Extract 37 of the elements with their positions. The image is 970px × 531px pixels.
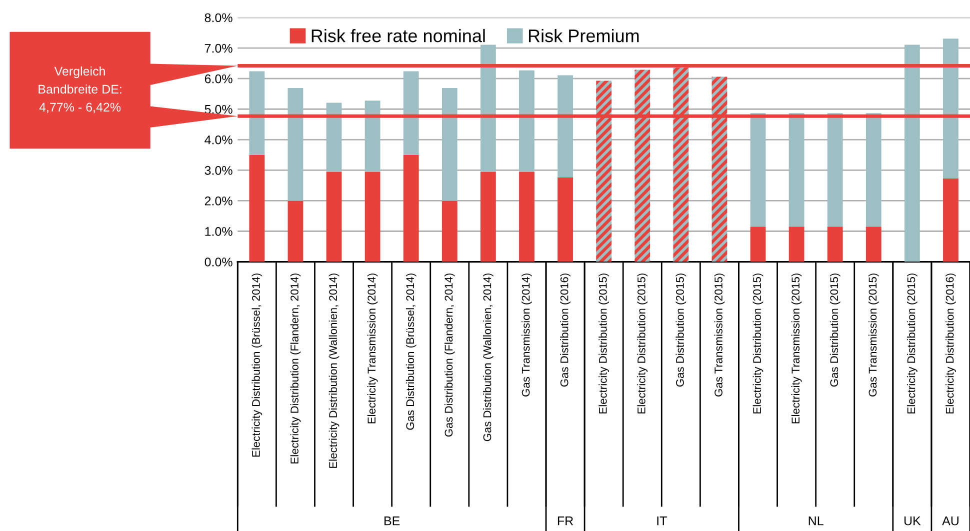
x-tick-label: Gas Distribution (2016) (560, 274, 570, 387)
text: BE (384, 516, 400, 526)
y-tick-label: 1.0% (205, 227, 232, 236)
x-tick-label: Electricity Distribution (2015) (752, 274, 764, 414)
x-tick-label: Electricity Distribution (2015) (637, 274, 648, 414)
x-tick-label: Gas Distribution (Brüssel, 2014) (406, 274, 416, 430)
x-tick-label: Gas Transmission (2015) (714, 274, 725, 396)
x-tick-label: Gas Distribution (Flandern, 2014) (444, 274, 455, 437)
text: NL (808, 516, 824, 526)
x-tick-label: Electricity Distribution (2015) (907, 274, 918, 414)
text: Vergleich Bandbreite DE: 4,77% - 6,42% (38, 66, 122, 114)
text: IT (657, 516, 667, 526)
text: AU (942, 516, 958, 526)
x-tick-label: Electricity Distribution (2015) (598, 274, 610, 414)
text: FR (558, 516, 574, 526)
x-tick-label: Electricity Transmission (2015) (791, 274, 802, 424)
x-tick-label: Gas Transmission (2014) (522, 274, 532, 396)
y-tick-label: 4.0% (204, 135, 232, 144)
x-tick-label: Gas Distribution (2015) (676, 274, 686, 387)
x-tick-label: Electricity Distribution (Brüssel, 2014) (252, 274, 262, 457)
x-tick-label: Electricity Distribution (Flandern, 2014) (290, 274, 301, 464)
x-tick-label: Gas Distribution (Wallonien, 2014) (483, 274, 494, 442)
x-tick-label: Gas Distribution (2015) (830, 274, 840, 387)
y-tick-label: 2.0% (204, 196, 232, 206)
x-tick-label: Electricity Transmission (2014) (367, 274, 378, 424)
y-tick-label: 6.0% (204, 74, 232, 84)
y-tick-label: 5.0% (204, 104, 232, 114)
x-tick-label: Gas Transmission (2015) (868, 274, 879, 396)
y-tick-label: 3.0% (204, 166, 232, 175)
y-tick-label: 8.0% (204, 13, 232, 22)
x-tick-label: Electricity Distribution (2016) (946, 274, 956, 414)
x-tick-label: Electricity Distribution (Wallonien, 2014) (328, 274, 340, 468)
text: UK (904, 516, 921, 526)
legend-label: Risk Premium (528, 28, 639, 42)
legend-label: Risk free rate nominal (312, 28, 485, 42)
y-tick-label: 0.0% (204, 258, 232, 266)
y-tick-label: 7.0% (204, 44, 232, 53)
